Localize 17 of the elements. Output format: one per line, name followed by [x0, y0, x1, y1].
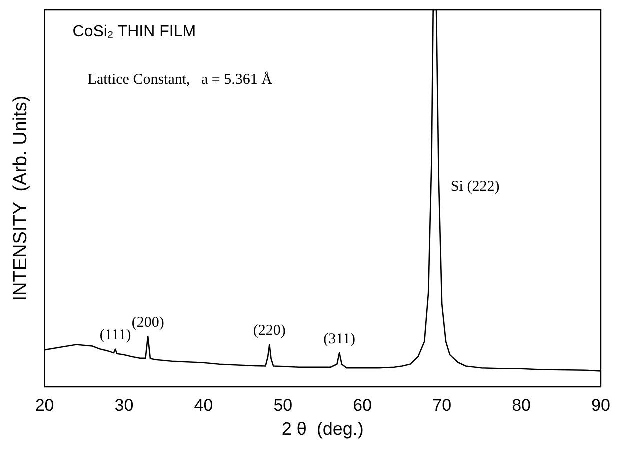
x-tick-label: 70 — [432, 396, 452, 415]
x-tick-label: 20 — [35, 396, 54, 415]
annotation: (311) — [324, 332, 356, 348]
x-tick-label: 50 — [274, 396, 293, 415]
annotation: Si (222) — [450, 179, 500, 196]
x-tick-label: 80 — [512, 396, 532, 415]
x-axis-title: 2 θ (deg.) — [282, 419, 364, 440]
x-tick-label: 60 — [353, 396, 372, 415]
x-tick-label: 40 — [194, 396, 214, 415]
x-tick-label: 30 — [114, 396, 134, 415]
y-axis-title: INTENSITY (Arb. Units) — [10, 96, 32, 302]
annotation: CoSi₂ THIN FILM — [72, 23, 196, 40]
annotation: Lattice Constant, a = 5.361 Å — [88, 70, 273, 88]
x-tick-label: 90 — [592, 396, 610, 415]
annotation: (220) — [253, 323, 286, 340]
annotation: (111) — [100, 328, 132, 344]
annotation: (200) — [132, 314, 164, 331]
